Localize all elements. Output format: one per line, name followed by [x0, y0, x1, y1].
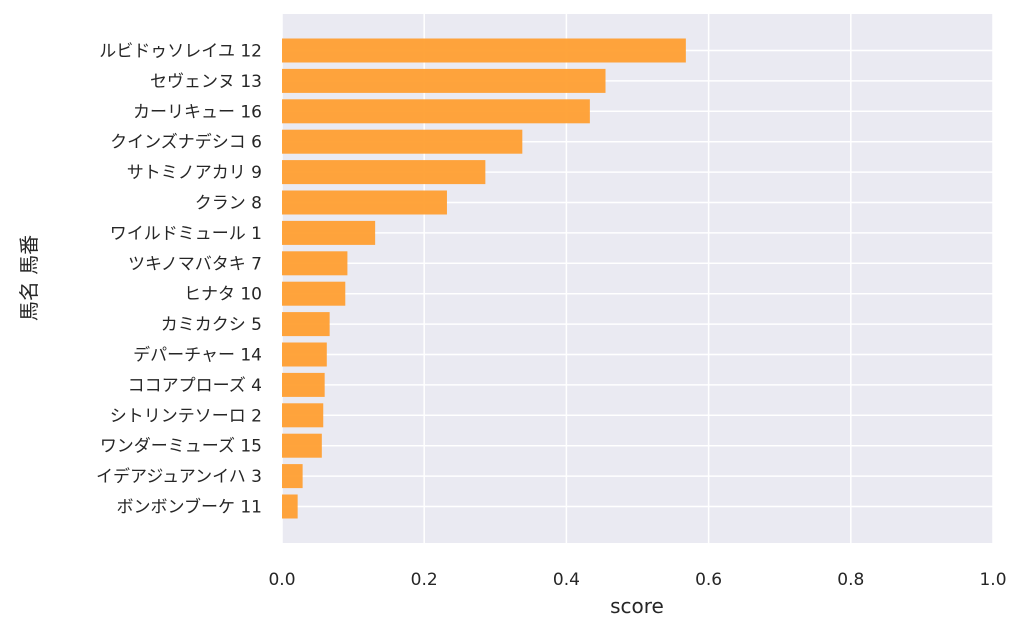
x-tick-label: 0.2 — [411, 570, 438, 590]
bar — [282, 403, 324, 428]
x-tick-label: 0.0 — [268, 570, 295, 590]
x-tick-label: 1.0 — [979, 570, 1006, 590]
category-labels: ルビドゥソレイユ 12 セヴェンヌ 13 カーリキュー 16 クインズナデシコ 6 サト… — [96, 42, 262, 518]
x-tick-label: 0.6 — [695, 570, 722, 590]
category-label: セヴェンヌ 13 — [150, 72, 262, 92]
bar — [282, 312, 330, 337]
category-label: カーリキュー 16 — [133, 102, 262, 122]
y-axis-title: 馬名 馬番 — [17, 235, 41, 321]
category-label: ヒナタ 10 — [184, 285, 262, 305]
bar — [282, 99, 590, 124]
bar — [282, 160, 486, 185]
bar — [282, 372, 325, 397]
bar — [282, 68, 606, 93]
category-label: ルビドゥソレイユ 12 — [99, 42, 262, 62]
bar — [282, 220, 376, 245]
category-label: ツキノマバタキ 7 — [128, 254, 262, 274]
category-label: ワイルドミュール 1 — [110, 224, 262, 244]
category-label: クインズナデシコ 6 — [110, 132, 262, 153]
bar — [282, 38, 686, 63]
bar — [282, 129, 523, 154]
x-axis-title: score — [610, 594, 664, 618]
category-label: ボンボンブーケ 11 — [116, 497, 262, 518]
category-label: デパーチャー 14 — [133, 345, 262, 366]
bar — [282, 464, 303, 489]
bar — [282, 251, 348, 276]
x-tick-labels: 0.0 0.2 0.4 0.6 0.8 1.0 — [268, 570, 1006, 590]
bar — [282, 494, 298, 519]
category-label: サトミノアカリ 9 — [127, 163, 262, 183]
category-label: シトリンテソーロ 2 — [110, 406, 262, 426]
category-label: クラン 8 — [195, 194, 262, 214]
x-tick-label: 0.4 — [553, 570, 580, 590]
category-label: ココアプローズ 4 — [128, 376, 262, 396]
bar — [282, 342, 327, 367]
bar — [282, 190, 447, 215]
bar — [282, 281, 346, 306]
category-label: イデアジュアンイハ 3 — [96, 466, 262, 487]
plot-background — [282, 14, 993, 543]
category-label: ワンダーミューズ 15 — [100, 437, 262, 457]
bars — [282, 38, 686, 519]
category-label: カミカクシ 5 — [161, 315, 262, 335]
bar — [282, 433, 322, 458]
x-tick-label: 0.8 — [837, 570, 864, 590]
